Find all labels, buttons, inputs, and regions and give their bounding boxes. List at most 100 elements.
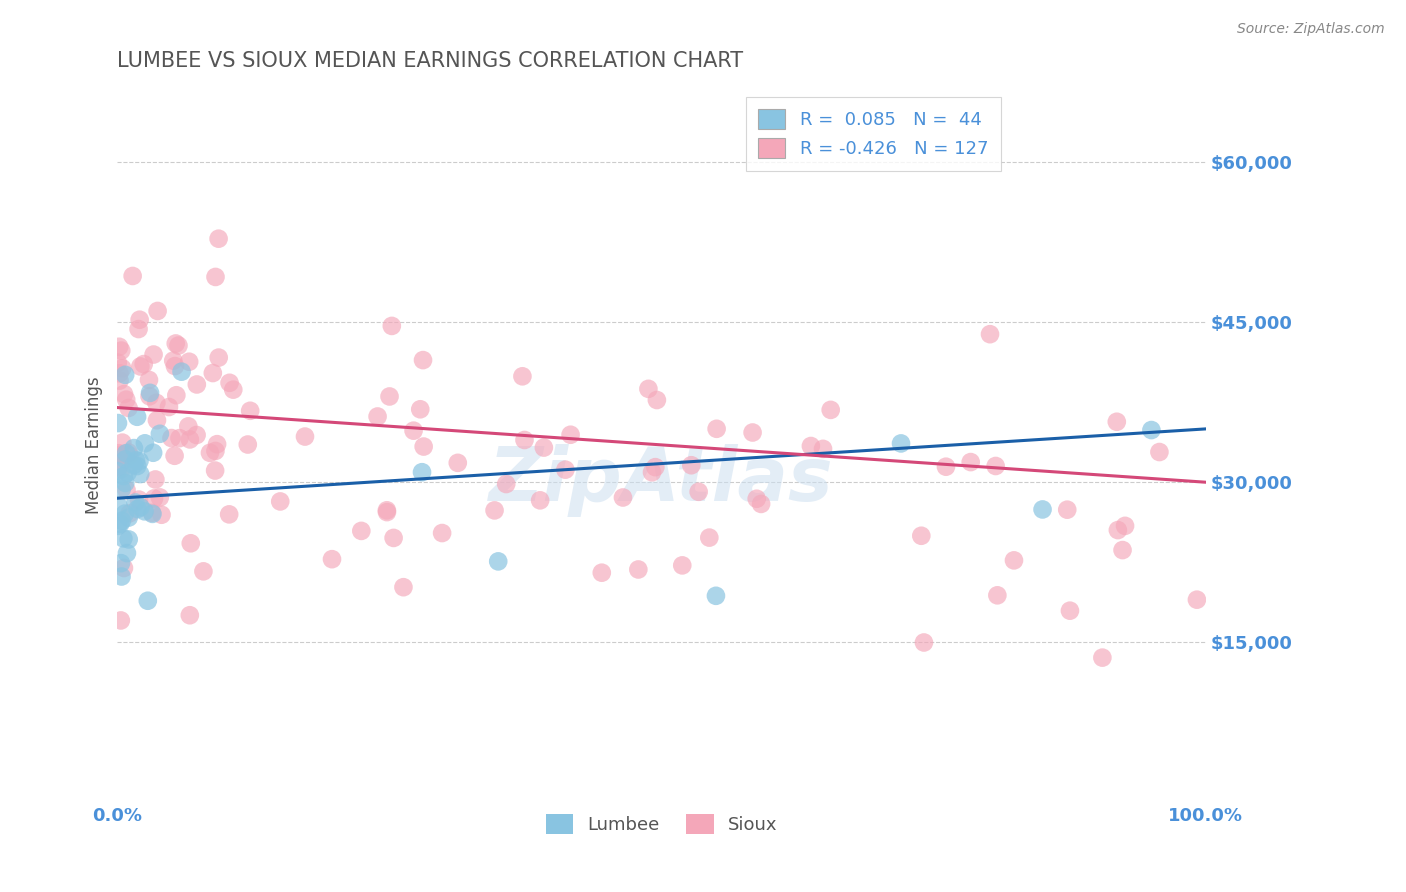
Y-axis label: Median Earnings: Median Earnings [86,376,103,514]
Point [704,589,727,603]
Point [108,367,131,381]
Point [800,439,823,453]
Point [430,526,453,541]
Point [486,554,509,568]
Point [1114,519,1136,533]
Point [146,304,169,318]
Point [412,353,434,368]
Point [811,442,834,456]
Point [239,404,262,418]
Point [554,463,576,477]
Point [141,506,163,520]
Point [381,318,404,333]
Point [110,448,132,462]
Point [1140,423,1163,437]
Point [134,504,156,518]
Point [979,327,1001,342]
Point [321,552,343,566]
Point [1185,592,1208,607]
Point [114,475,136,490]
Point [512,369,534,384]
Point [110,569,132,583]
Point [146,413,169,427]
Point [136,593,159,607]
Point [627,562,650,576]
Point [128,312,150,326]
Point [637,382,659,396]
Point [1149,445,1171,459]
Point [122,458,145,472]
Point [513,433,536,447]
Point [745,491,768,506]
Point [127,458,149,473]
Point [124,495,146,509]
Point [108,446,131,460]
Point [612,491,634,505]
Point [160,431,183,445]
Point [114,368,136,382]
Point [179,433,201,447]
Point [749,497,772,511]
Point [1107,523,1129,537]
Point [671,558,693,573]
Point [111,361,134,376]
Point [129,359,152,374]
Point [165,388,187,402]
Legend: Lumbee, Sioux: Lumbee, Sioux [537,805,786,843]
Point [912,635,935,649]
Point [143,491,166,506]
Point [179,608,201,623]
Point [204,269,226,284]
Point [128,492,150,507]
Point [218,508,240,522]
Point [128,322,150,336]
Point [484,503,506,517]
Point [142,446,165,460]
Point [149,491,172,505]
Point [108,340,131,354]
Point [986,588,1008,602]
Point [236,437,259,451]
Point [935,459,957,474]
Point [117,466,139,480]
Point [411,465,433,479]
Point [591,566,613,580]
Point [110,516,132,531]
Point [115,446,138,460]
Point [163,449,186,463]
Point [145,473,167,487]
Point [218,376,240,390]
Point [122,441,145,455]
Point [141,507,163,521]
Point [294,429,316,443]
Point [706,422,728,436]
Point [688,484,710,499]
Point [412,440,434,454]
Point [201,366,224,380]
Point [118,506,141,520]
Point [112,561,135,575]
Point [107,519,129,533]
Point [142,347,165,361]
Point [145,396,167,410]
Point [378,389,401,403]
Point [115,392,138,407]
Point [820,403,842,417]
Point [118,533,141,547]
Point [681,458,703,473]
Point [409,402,432,417]
Point [117,401,139,415]
Point [1056,502,1078,516]
Point [204,464,226,478]
Point [180,536,202,550]
Point [107,355,129,369]
Point [110,556,132,570]
Point [959,455,981,469]
Point [741,425,763,440]
Point [162,353,184,368]
Point [112,532,135,546]
Point [697,531,720,545]
Point [205,437,228,451]
Point [108,374,131,388]
Point [350,524,373,538]
